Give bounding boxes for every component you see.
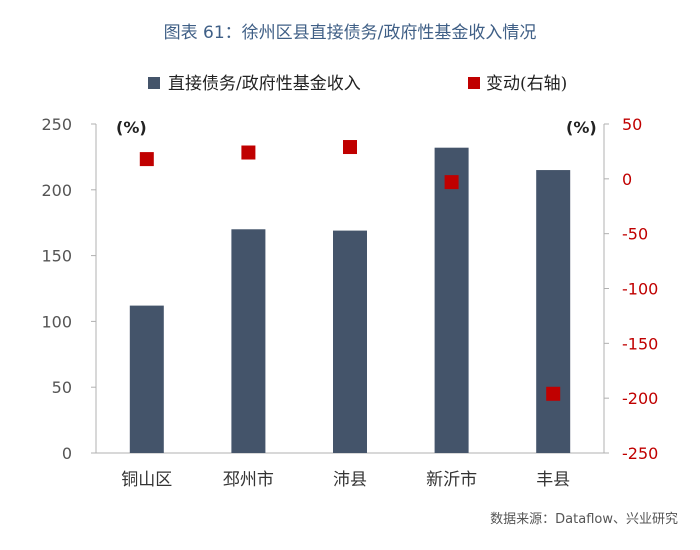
left-tick-label: 100 [41,312,72,331]
data-point [241,145,256,160]
bar [333,230,367,453]
left-tick-label: 0 [62,444,72,463]
right-tick-label: 0 [622,170,632,189]
bar [231,229,266,453]
legend-point-swatch [468,77,480,89]
source-note: 数据来源：Dataflow、兴业研究 [490,512,678,527]
axes: 0 50 100 150 200 250 50 0 -50 -100 -150 -200 -250 [41,115,658,463]
bar [536,170,571,453]
right-tick-label: -200 [622,389,658,408]
data-point [546,386,561,401]
right-tick-label: -50 [622,225,648,244]
bar [434,147,469,454]
category-labels: 铜山区 邳州市 沛县 新沂市 丰县 [121,470,570,490]
data-point [139,152,154,167]
right-tick-label: -150 [622,334,658,353]
legend-bar-swatch [148,77,160,89]
point-series [139,140,561,401]
left-tick-label: 50 [52,378,72,397]
category-label: 铜山区 [121,470,172,490]
right-tick-label: -250 [622,444,658,463]
bar-series [129,147,571,454]
legend-bar-label: 直接债务/政府性基金收入 [168,74,361,94]
left-axis-unit: (%) [116,118,147,137]
category-label: 沛县 [333,470,367,490]
category-label: 丰县 [536,470,570,490]
left-tick-label: 250 [41,115,72,134]
right-tick-label: 50 [622,115,642,134]
data-point [444,175,459,190]
legend-point-label: 变动(右轴) [486,74,567,94]
chart-title: 图表 61：徐州区县直接债务/政府性基金收入情况 [163,23,537,43]
category-label: 新沂市 [426,470,477,490]
left-tick-label: 150 [41,247,72,266]
bar [129,305,164,453]
right-tick-label: -100 [622,280,658,299]
category-label: 邳州市 [223,470,274,490]
legend: 直接债务/政府性基金收入 变动(右轴) [148,74,567,94]
left-tick-label: 200 [41,181,72,200]
data-point [343,140,357,155]
right-axis-unit: (%) [566,118,597,137]
